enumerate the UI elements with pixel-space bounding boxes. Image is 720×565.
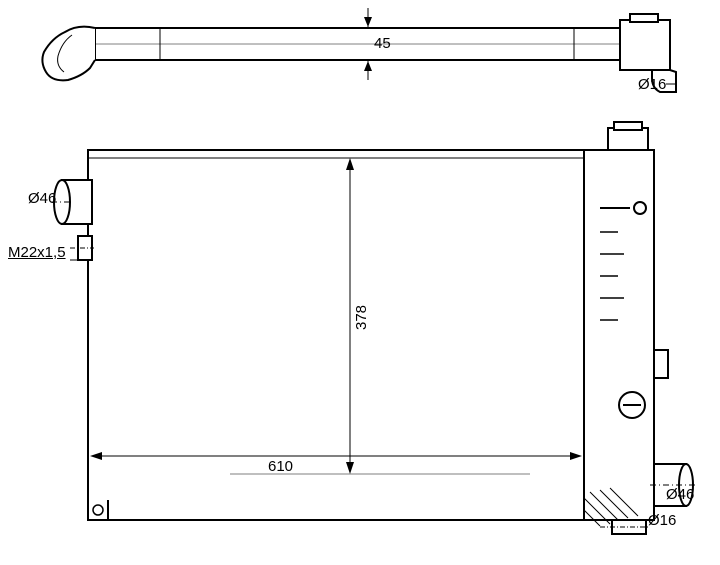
dim-height: 378 [353, 305, 370, 330]
right-tank [584, 122, 668, 520]
front-view [51, 122, 696, 534]
left-port [51, 180, 92, 224]
dim-depth: 45 [374, 35, 391, 52]
top-view [42, 8, 676, 92]
dim-hose-top: Ø16 [638, 76, 666, 93]
thread-port [70, 236, 94, 260]
dim-thread: M22x1,5 [8, 244, 66, 261]
radiator-diagram [0, 0, 720, 565]
dim-hose-bottom: Ø16 [648, 512, 676, 529]
dim-width: 610 [268, 458, 293, 475]
dim-port-right: Ø46 [666, 486, 694, 503]
dim-port-left: Ø46 [28, 190, 56, 207]
